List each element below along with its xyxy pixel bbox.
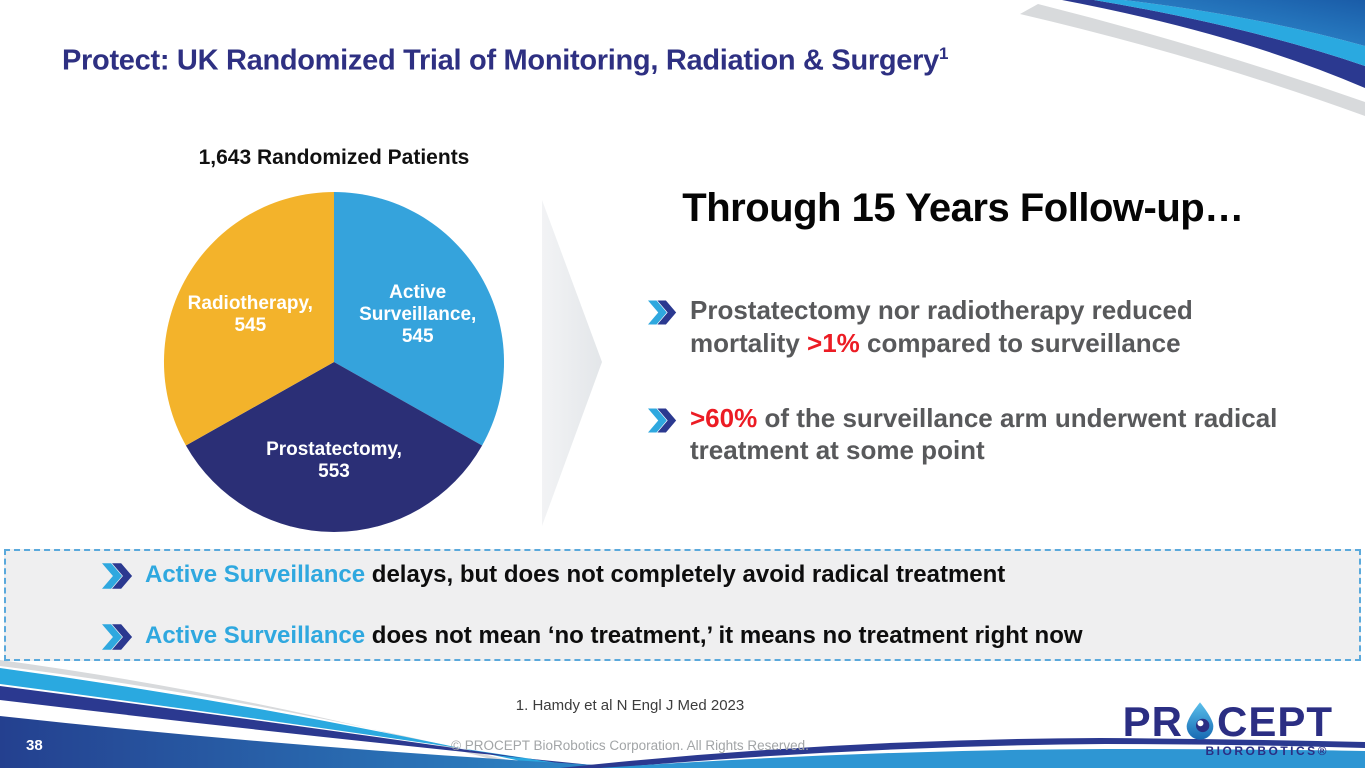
reference-citation: 1. Hamdy et al N Engl J Med 2023: [515, 697, 745, 714]
pie-slice-radiotherapy: [163, 191, 334, 446]
text-segment: >1%: [807, 327, 860, 358]
callout-bullet-1: Active Surveillance delays, but does not…: [102, 560, 1359, 590]
text-segment: >60%: [690, 402, 758, 433]
callout-box: Active Surveillance delays, but does not…: [4, 549, 1361, 661]
copyright-text: © PROCEPT BioRobotics Corporation. All R…: [451, 738, 809, 753]
slide-title-superscript: 1: [938, 44, 949, 63]
text-segment: Active Surveillance: [145, 622, 366, 649]
finding-text-2: >60% of the surveillance arm underwent r…: [690, 402, 1288, 468]
slide-title-text: Protect: UK Randomized Trial of Monitori…: [62, 44, 939, 77]
text-segment: of the surveillance arm underwent radica…: [690, 402, 1278, 466]
logo-subtext: BIOROBOTICS®: [1205, 744, 1329, 758]
pie-chart: Active Surveillance, 545 Prostatectomy, 553 R…: [163, 191, 505, 533]
finding-bullet-2: >60% of the surveillance arm underwent r…: [648, 402, 1288, 468]
text-segment: compared to surveillance: [859, 327, 1181, 358]
callout-bullet-2: Active Surveillance does not mean ‘no tr…: [102, 621, 1359, 651]
pie-slice-active-surveillance: [334, 192, 505, 446]
top-right-swoosh-decoration: [1020, 0, 1365, 116]
finding-bullet-1: Prostatectomy nor radiotherapy reduced m…: [648, 294, 1288, 360]
finding-text-1: Prostatectomy nor radiotherapy reduced m…: [690, 294, 1288, 360]
text-segment: Prostatectomy nor radiotherapy reduced m…: [690, 295, 1193, 358]
chevron-bullet-icon: [102, 563, 133, 589]
findings-list: Prostatectomy nor radiotherapy reduced m…: [648, 294, 1288, 467]
logo-text-right: CEPT: [1216, 698, 1333, 745]
pie-slice-prostatectomy: [185, 362, 483, 533]
text-segment: does not mean ‘no treatment,’ it means n…: [365, 622, 1083, 649]
text-segment: delays, but does not completely avoid ra…: [365, 561, 1006, 588]
pie-slice-label: Radiotherapy, 545: [188, 293, 313, 336]
section-heading: Through 15 Years Follow-up…: [682, 186, 1244, 230]
chevron-bullet-icon: [648, 300, 677, 325]
logo-wordmark: PR CEPT: [1123, 701, 1333, 743]
chevron-bullet-icon: [102, 624, 133, 650]
text-segment: Active Surveillance: [145, 561, 366, 588]
logo-text-left: PR: [1122, 698, 1183, 745]
pie-chart-title: 1,643 Randomized Patients: [198, 146, 470, 169]
procept-biorobotics-logo: PR CEPT BIOROBOTICS®: [1123, 701, 1333, 759]
pie-slice-label: Prostatectomy, 553: [266, 439, 402, 482]
right-arrow-shape: [542, 200, 602, 526]
page-number: 38: [26, 737, 43, 754]
water-drop-icon: [1186, 702, 1214, 740]
callout-text-2: Active Surveillance does not mean ‘no tr…: [145, 621, 1083, 651]
slide-title: Protect: UK Randomized Trial of Monitori…: [62, 44, 1122, 78]
pie-slice-label: Active Surveillance, 545: [359, 282, 476, 347]
chevron-bullet-icon: [648, 408, 677, 432]
callout-text-1: Active Surveillance delays, but does not…: [145, 560, 1005, 590]
